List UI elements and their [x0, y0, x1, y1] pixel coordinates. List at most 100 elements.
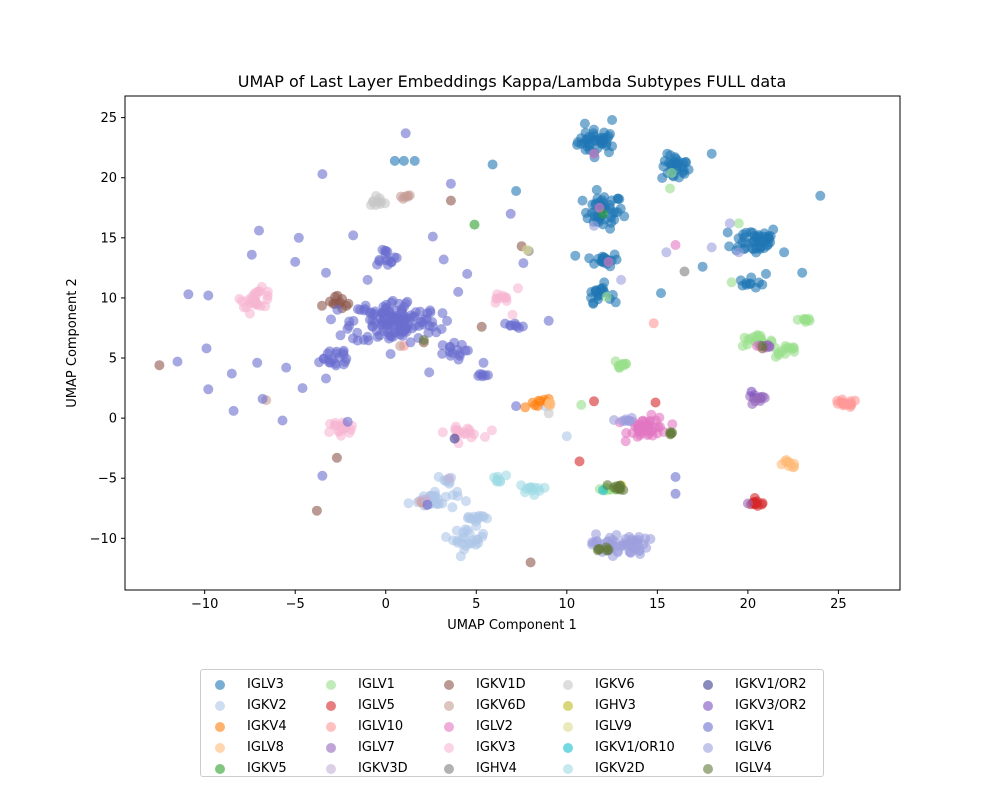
legend-label: IGKV6D	[476, 698, 526, 713]
data-point	[619, 211, 630, 222]
data-point	[476, 321, 487, 332]
data-point	[343, 298, 354, 309]
data-point	[384, 330, 395, 341]
data-point	[317, 470, 328, 481]
data-point	[422, 499, 433, 510]
chart-title: UMAP of Last Layer Embeddings Kappa/Lamb…	[238, 72, 787, 91]
data-point	[335, 330, 346, 341]
data-point	[427, 231, 438, 242]
data-point	[616, 274, 627, 285]
data-point	[437, 308, 448, 319]
data-point	[661, 247, 672, 258]
series-igkv2	[403, 401, 572, 562]
data-point	[203, 290, 214, 301]
data-point	[281, 362, 292, 373]
x-axis-ticks: −10 −5 0 5 10 15 20 25	[191, 590, 847, 612]
data-point	[792, 314, 803, 325]
data-point	[462, 345, 473, 356]
legend-label: IGKV1/OR10	[595, 740, 675, 755]
data-point	[452, 486, 463, 497]
data-point	[246, 249, 257, 260]
x-tick-label: 25	[830, 597, 847, 612]
data-point	[425, 305, 436, 316]
data-point	[447, 502, 458, 513]
data-point	[670, 488, 681, 499]
data-point	[254, 286, 265, 297]
data-point	[724, 218, 735, 229]
data-point	[800, 316, 811, 327]
data-point	[172, 356, 183, 367]
data-point	[342, 416, 353, 427]
data-point	[252, 357, 263, 368]
data-point	[754, 393, 765, 404]
data-point	[362, 274, 373, 285]
data-point	[445, 195, 456, 206]
legend-item: IGKV1/OR10	[549, 737, 675, 758]
x-tick-label: 15	[649, 597, 666, 612]
data-point	[667, 419, 678, 430]
data-point	[733, 218, 744, 229]
data-point	[597, 138, 608, 149]
legend-item: IGLV5	[312, 695, 408, 716]
legend-item: IGLV10	[312, 716, 408, 737]
data-point	[609, 415, 619, 425]
data-point	[297, 383, 308, 394]
data-point	[423, 327, 434, 338]
legend-item: IGLV6	[689, 737, 807, 758]
legend-item: IGKV6	[549, 674, 675, 695]
data-point	[183, 289, 194, 300]
series-iglv4	[418, 335, 768, 556]
data-point	[400, 128, 411, 139]
data-point	[438, 254, 449, 265]
data-point	[451, 525, 462, 536]
data-point	[405, 337, 416, 348]
data-point	[324, 427, 335, 438]
data-point	[543, 399, 554, 410]
data-point	[648, 318, 659, 329]
data-point	[480, 432, 490, 442]
series-iglv10	[398, 318, 860, 412]
legend-label: IGKV2	[247, 698, 287, 713]
legend-marker	[563, 721, 573, 732]
data-point	[643, 420, 654, 431]
series-igkv1	[172, 128, 681, 510]
legend-item: IGKV1D	[430, 674, 526, 695]
data-point	[572, 137, 583, 148]
data-point	[511, 401, 522, 412]
data-point	[680, 156, 691, 167]
data-point	[522, 244, 532, 255]
legend-marker	[563, 700, 573, 711]
legend-marker	[326, 700, 336, 711]
legend-label: IGKV3/OR2	[735, 698, 807, 713]
data-point	[448, 535, 459, 546]
legend-column: IGKV1/OR2 IGKV3/OR2 IGKV1 IGLV6 IGLV4	[689, 674, 807, 779]
y-tick-label: 25	[100, 111, 117, 126]
data-point	[797, 267, 808, 278]
data-point	[603, 256, 614, 267]
data-point	[331, 452, 342, 463]
legend-marker	[215, 742, 225, 753]
legend-label: IGKV1	[735, 719, 775, 734]
data-point	[657, 173, 668, 183]
data-point	[473, 370, 484, 381]
data-point	[367, 321, 378, 332]
data-point	[606, 217, 617, 228]
legend-label: IGKV5	[247, 761, 287, 776]
data-point	[650, 397, 661, 408]
legend-column: IGLV3 IGKV2 IGKV4 IGLV8 IGKV5	[201, 674, 287, 779]
legend-label: IGLV1	[358, 677, 395, 692]
data-point	[322, 348, 333, 359]
series-iglv5	[574, 396, 768, 511]
data-point	[665, 183, 675, 194]
data-point	[478, 511, 489, 522]
legend-marker	[444, 742, 454, 753]
data-point	[611, 481, 622, 492]
data-point	[607, 115, 618, 125]
data-point	[244, 308, 255, 319]
legend-marker	[563, 742, 573, 753]
x-tick-label: −5	[286, 597, 305, 612]
data-point	[844, 398, 855, 409]
legend-item: IGKV4	[201, 716, 287, 737]
data-point	[601, 291, 612, 302]
data-point	[594, 202, 605, 213]
